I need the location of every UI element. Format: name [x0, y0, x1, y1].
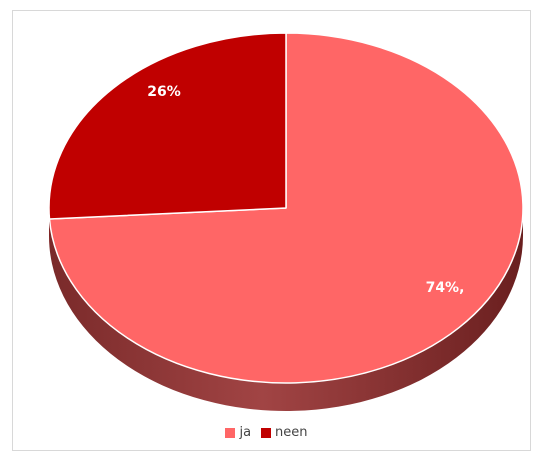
- legend-item-neen[interactable]: neen: [261, 425, 308, 440]
- data-label-neen: 26%: [147, 84, 181, 100]
- legend-label-ja: ja: [239, 425, 252, 440]
- legend: ja neen: [0, 425, 533, 440]
- pie-top-layer: [48, 32, 524, 384]
- legend-swatch-ja: [225, 427, 236, 438]
- pie-label-layer: 74%, 26%: [147, 84, 464, 296]
- pie-slice-neen[interactable]: [48, 32, 287, 220]
- legend-item-ja[interactable]: ja: [225, 425, 251, 440]
- legend-swatch-neen: [261, 427, 272, 438]
- legend-label-neen: neen: [275, 425, 308, 440]
- data-label-ja: 74%,: [426, 280, 465, 296]
